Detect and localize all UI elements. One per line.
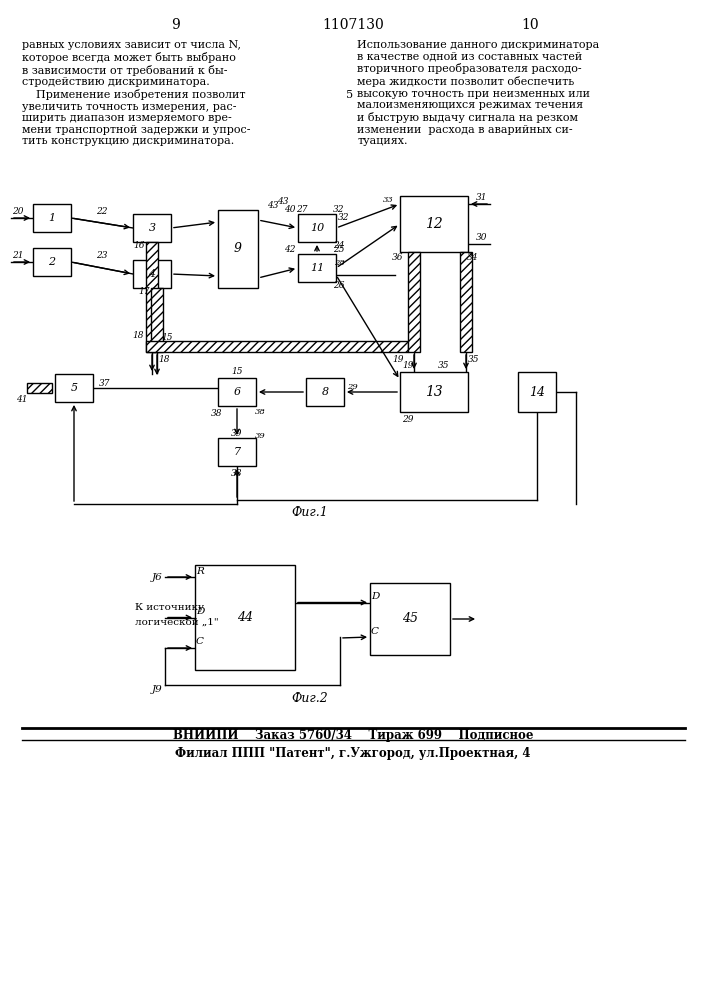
Bar xyxy=(27,383,52,393)
Text: 7: 7 xyxy=(233,447,240,457)
Text: Фиг.1: Фиг.1 xyxy=(291,506,328,520)
Text: 39: 39 xyxy=(231,430,243,438)
Text: К источнику: К источнику xyxy=(135,603,204,612)
Text: 5: 5 xyxy=(71,383,78,393)
Text: 26: 26 xyxy=(333,282,345,290)
Text: 24: 24 xyxy=(333,241,345,250)
Bar xyxy=(151,288,163,352)
Text: 35: 35 xyxy=(468,356,480,364)
Text: 43: 43 xyxy=(277,198,288,207)
Text: 21: 21 xyxy=(12,251,24,260)
Text: 42: 42 xyxy=(284,245,296,254)
Text: ВНИИПИ    Заказ 5760/34    Тираж 699    Подписное: ВНИИПИ Заказ 5760/34 Тираж 699 Подписное xyxy=(173,728,533,742)
Text: 1: 1 xyxy=(49,213,56,223)
Text: 16: 16 xyxy=(133,241,145,250)
Text: 18: 18 xyxy=(132,332,144,340)
Text: 17: 17 xyxy=(139,288,150,296)
Text: 43: 43 xyxy=(267,202,279,211)
Text: 3: 3 xyxy=(148,223,156,233)
Text: 38: 38 xyxy=(255,408,265,416)
Text: 44: 44 xyxy=(237,611,253,624)
Bar xyxy=(298,254,336,282)
Text: D: D xyxy=(370,592,379,601)
Text: 18: 18 xyxy=(158,356,170,364)
Bar xyxy=(55,374,93,402)
Text: 14: 14 xyxy=(529,385,545,398)
Bar xyxy=(400,196,468,252)
Text: 11: 11 xyxy=(310,263,324,273)
Text: 19: 19 xyxy=(402,361,414,370)
Text: 15: 15 xyxy=(161,332,173,342)
Text: равных условиях зависит от числа N,
которое всегда может быть выбрано
в зависимо: равных условиях зависит от числа N, кото… xyxy=(22,40,250,146)
Text: 33: 33 xyxy=(382,196,393,204)
Text: 28: 28 xyxy=(334,259,344,267)
Bar xyxy=(460,252,472,352)
Text: 9: 9 xyxy=(234,242,242,255)
Bar xyxy=(298,214,336,242)
Text: 38: 38 xyxy=(211,410,223,418)
Text: D: D xyxy=(196,607,204,616)
Text: Филиал ППП "Патент", г.Ужгород, ул.Проектная, 4: Филиал ППП "Патент", г.Ужгород, ул.Проек… xyxy=(175,746,531,760)
Text: 29: 29 xyxy=(346,383,357,391)
Text: 1107130: 1107130 xyxy=(322,18,384,32)
Bar xyxy=(518,372,556,412)
Text: 19: 19 xyxy=(392,356,404,364)
Text: 22: 22 xyxy=(96,208,107,217)
Bar xyxy=(400,372,468,412)
Bar xyxy=(306,378,344,406)
Bar xyxy=(133,260,171,288)
Text: 31: 31 xyxy=(477,194,488,202)
Text: 27: 27 xyxy=(296,205,308,214)
Text: 32: 32 xyxy=(333,205,345,214)
Text: 13: 13 xyxy=(425,385,443,399)
Bar xyxy=(370,583,450,655)
Text: 4: 4 xyxy=(148,269,156,279)
Text: 29: 29 xyxy=(402,416,414,424)
Text: C: C xyxy=(196,638,204,647)
Text: 30: 30 xyxy=(477,233,488,242)
Text: 45: 45 xyxy=(402,612,418,626)
Text: логической „1": логической „1" xyxy=(135,618,218,627)
Bar xyxy=(146,341,408,352)
Text: Использование данного дискриминатора
в качестве одной из составных частей
вторич: Использование данного дискриминатора в к… xyxy=(357,40,600,146)
Text: J9: J9 xyxy=(151,686,163,694)
Bar xyxy=(146,242,158,352)
Text: 9: 9 xyxy=(170,18,180,32)
Text: 10: 10 xyxy=(521,18,539,32)
Bar xyxy=(33,204,71,232)
Bar xyxy=(218,210,258,288)
Text: 20: 20 xyxy=(12,208,24,217)
Text: C: C xyxy=(371,626,379,636)
Text: 10: 10 xyxy=(310,223,324,233)
Text: 6: 6 xyxy=(233,387,240,397)
Text: 2: 2 xyxy=(49,257,56,267)
Text: 32: 32 xyxy=(338,214,350,223)
Text: R: R xyxy=(196,566,204,576)
Text: 35: 35 xyxy=(438,361,450,370)
Text: 40: 40 xyxy=(284,205,296,214)
Text: 8: 8 xyxy=(322,387,329,397)
Text: 38: 38 xyxy=(231,470,243,479)
Text: 34: 34 xyxy=(467,252,479,261)
Text: 41: 41 xyxy=(16,395,28,404)
Bar xyxy=(218,438,256,466)
Text: 12: 12 xyxy=(425,217,443,231)
Bar xyxy=(195,565,295,670)
Text: 23: 23 xyxy=(96,251,107,260)
Bar xyxy=(408,252,420,352)
Bar xyxy=(133,214,171,242)
Text: Фиг.2: Фиг.2 xyxy=(291,692,328,704)
Text: 39: 39 xyxy=(255,432,265,440)
Text: 15: 15 xyxy=(231,367,243,376)
Bar xyxy=(218,378,256,406)
Text: 36: 36 xyxy=(392,252,404,261)
Text: J6: J6 xyxy=(151,572,163,582)
Text: 37: 37 xyxy=(99,378,111,387)
Text: 5: 5 xyxy=(346,90,354,100)
Bar xyxy=(33,248,71,276)
Text: 25: 25 xyxy=(333,245,345,254)
